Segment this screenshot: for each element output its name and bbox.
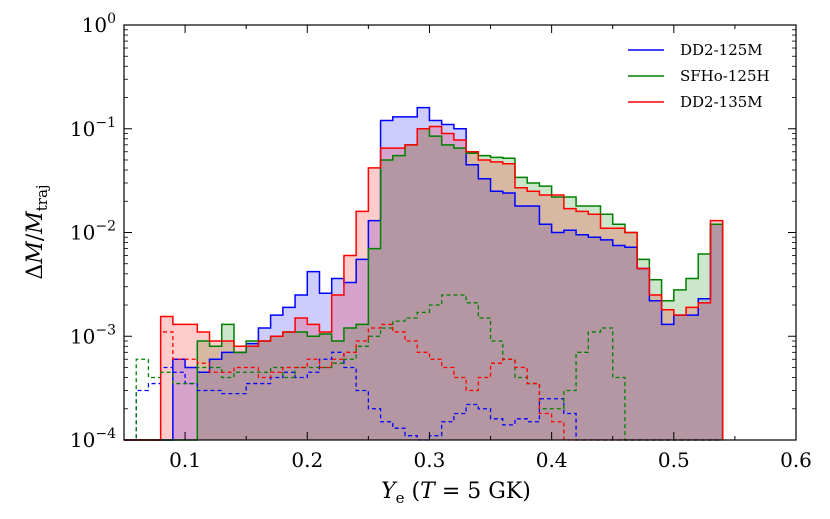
axis-ticks [124,24,796,441]
x-axis-label: Ye (T = 5 GK) [381,479,531,507]
y-tick-label: 10−4 [70,426,116,452]
dashed-line-5 [124,323,723,441]
fill-sfho-125h [124,128,723,440]
histogram-fills [124,107,723,441]
y-tick-label: 10−3 [70,322,116,348]
legend-label-dd2-125m: DD2-125M [680,41,763,59]
y-axis-label: ΔM/Mtraj [23,184,51,279]
line-dd2-135m [124,125,724,441]
fill-dd2-125m [124,107,723,440]
legend: DD2-125M SFHo-125H DD2-135M [628,41,770,111]
fill-dd2-135m [124,126,723,441]
y-tick-label: 100 [82,11,116,37]
x-tick-label: 0.3 [414,448,446,472]
histogram-outlines [124,106,724,441]
y-tick-labels: 10−4 10−3 10−2 10−1 100 [70,11,116,452]
x-tick-label: 0.5 [658,448,690,472]
x-tick-label: 0.4 [536,448,568,472]
legend-label-sfho-125h: SFHo-125H [680,67,770,85]
x-tick-label: 0.2 [291,448,323,472]
dashed-line-4 [124,294,723,441]
y-tick-label: 10−1 [70,115,116,141]
y-tick-label: 10−2 [70,219,116,245]
legend-label-dd2-135m: DD2-135M [680,93,763,111]
dashed-line-3 [124,351,723,441]
x-tick-labels: 0.1 0.2 0.3 0.4 0.5 0.6 [169,448,812,472]
x-tick-label: 0.6 [780,448,812,472]
x-tick-label: 0.1 [169,448,201,472]
